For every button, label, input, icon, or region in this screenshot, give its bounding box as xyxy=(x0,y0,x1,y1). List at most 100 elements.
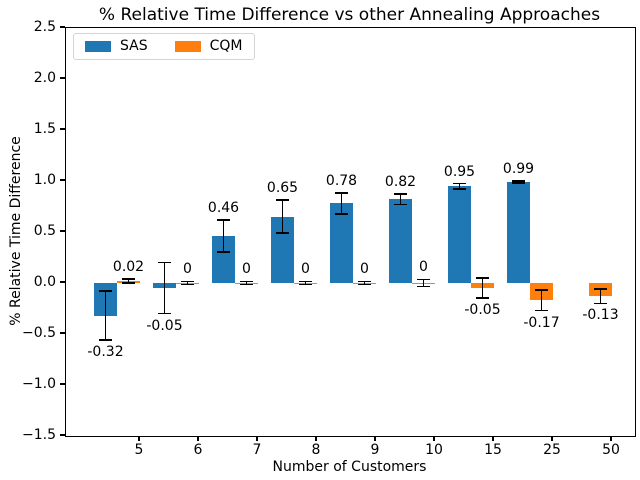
errorbar-cqm-50-cap-top xyxy=(594,288,607,291)
bar-sas-25 xyxy=(507,182,530,283)
y-tick-label-0.5: 0.5 xyxy=(33,222,56,239)
errorbar-cqm-7-cap-top xyxy=(240,280,253,283)
errorbar-cqm-25 xyxy=(540,290,543,311)
y-tick-label-1: 1.0 xyxy=(33,171,56,188)
errorbar-cqm-9-cap-top xyxy=(358,280,371,283)
errorbar-sas-25-cap-bottom xyxy=(512,182,525,184)
y-tick-mark-1.5 xyxy=(60,128,65,130)
errorbar-cqm-10 xyxy=(422,279,425,287)
errorbar-sas-25 xyxy=(517,181,520,184)
errorbar-sas-6-cap-top xyxy=(158,261,171,264)
errorbar-sas-5-cap-bottom xyxy=(99,339,112,342)
legend-entry-sas: SAS xyxy=(85,38,148,55)
y-tick-label-0: 0.0 xyxy=(33,273,56,290)
value-label-cqm-7: 0 xyxy=(242,261,251,278)
y-tick-mark-0 xyxy=(60,281,65,283)
errorbar-sas-25-cap-top xyxy=(512,180,525,182)
value-label-cqm-10: 0 xyxy=(419,259,428,276)
errorbar-cqm-7 xyxy=(245,281,248,285)
bar-sas-7 xyxy=(212,236,235,283)
x-tick-label-9: 9 xyxy=(370,442,380,458)
legend-entry-cqm: CQM xyxy=(174,38,243,55)
errorbar-cqm-6 xyxy=(186,281,189,285)
errorbar-cqm-10-cap-bottom xyxy=(417,285,430,288)
y-tick-label-2.5: 2.5 xyxy=(33,18,56,35)
errorbar-cqm-9 xyxy=(363,281,366,285)
x-tick-mark-10 xyxy=(433,436,435,441)
value-label-cqm-8: 0 xyxy=(301,261,310,278)
y-tick-mark-1 xyxy=(60,179,65,181)
value-label-sas-8: 0.65 xyxy=(266,180,299,197)
y-tick-label--1.5: −1.5 xyxy=(22,426,56,443)
x-tick-label-15: 15 xyxy=(484,442,502,458)
errorbar-cqm-15 xyxy=(481,277,484,299)
x-tick-mark-8 xyxy=(315,436,317,441)
value-label-sas-5: -0.32 xyxy=(87,344,124,361)
errorbar-sas-6-cap-bottom xyxy=(158,312,171,315)
errorbar-sas-10 xyxy=(399,194,402,205)
x-tick-label-7: 7 xyxy=(252,442,262,458)
value-label-cqm-50: -0.13 xyxy=(582,307,619,324)
y-tick-label-2: 2.0 xyxy=(33,69,56,86)
errorbar-cqm-50-cap-bottom xyxy=(594,302,607,305)
errorbar-cqm-25-cap-top xyxy=(535,289,548,292)
errorbar-sas-8-cap-bottom xyxy=(276,232,289,234)
x-axis-label: Number of Customers xyxy=(272,459,427,475)
y-tick-mark--0.5 xyxy=(60,332,65,334)
value-label-sas-9: 0.78 xyxy=(325,173,358,190)
errorbar-cqm-6-cap-top xyxy=(181,280,194,283)
errorbar-sas-15-cap-bottom xyxy=(453,187,466,190)
errorbar-cqm-50 xyxy=(599,289,602,304)
x-tick-label-6: 6 xyxy=(193,442,203,458)
x-tick-mark-6 xyxy=(197,436,199,441)
errorbar-sas-6 xyxy=(163,262,166,314)
errorbar-cqm-15-cap-bottom xyxy=(476,297,489,300)
errorbar-sas-5-cap-top xyxy=(99,290,112,293)
errorbar-cqm-9-cap-bottom xyxy=(358,283,371,286)
errorbar-sas-9 xyxy=(340,193,343,214)
value-label-cqm-15: -0.05 xyxy=(464,302,501,319)
x-tick-label-10: 10 xyxy=(425,442,443,458)
x-tick-mark-25 xyxy=(551,436,553,441)
errorbar-sas-15-cap-top xyxy=(453,182,466,185)
value-label-cqm-9: 0 xyxy=(360,261,369,278)
y-tick-mark--1 xyxy=(60,383,65,385)
errorbar-cqm-7-cap-bottom xyxy=(240,283,253,286)
x-tick-label-50: 50 xyxy=(602,442,620,458)
errorbar-sas-7 xyxy=(222,220,225,252)
errorbar-sas-15 xyxy=(458,183,461,189)
y-tick-mark-0.5 xyxy=(60,230,65,232)
errorbar-sas-7-cap-top xyxy=(217,219,230,222)
errorbar-cqm-8-cap-top xyxy=(299,280,312,283)
value-label-sas-6: -0.05 xyxy=(146,317,183,334)
x-tick-mark-7 xyxy=(256,436,258,441)
errorbar-cqm-6-cap-bottom xyxy=(181,283,194,286)
bar-sas-10 xyxy=(389,199,412,283)
value-label-sas-7: 0.46 xyxy=(207,200,240,217)
errorbar-cqm-25-cap-bottom xyxy=(535,309,548,312)
y-tick-mark-2.5 xyxy=(60,26,65,28)
value-label-sas-10: 0.82 xyxy=(384,174,417,191)
x-tick-mark-50 xyxy=(610,436,612,441)
errorbar-sas-10-cap-top xyxy=(394,193,407,196)
errorbar-cqm-15-cap-top xyxy=(476,277,489,279)
legend: SAS CQM xyxy=(73,33,255,60)
errorbar-sas-7-cap-bottom xyxy=(217,250,230,253)
y-tick-mark-2 xyxy=(60,77,65,79)
y-tick-mark--1.5 xyxy=(60,434,65,436)
x-tick-mark-5 xyxy=(138,436,140,441)
x-tick-label-8: 8 xyxy=(311,442,321,458)
errorbar-cqm-5-cap-bottom xyxy=(122,282,135,284)
y-tick-label-1.5: 1.5 xyxy=(33,120,56,137)
errorbar-cqm-10-cap-top xyxy=(417,278,430,281)
legend-swatch-cqm xyxy=(174,41,201,52)
value-label-cqm-5: 0.02 xyxy=(112,258,145,275)
errorbar-cqm-8-cap-bottom xyxy=(299,283,312,286)
errorbar-sas-9-cap-bottom xyxy=(335,212,348,215)
errorbar-cqm-5 xyxy=(127,278,130,283)
errorbar-sas-10-cap-bottom xyxy=(394,203,407,206)
errorbar-cqm-8 xyxy=(304,281,307,285)
value-label-cqm-6: 0 xyxy=(183,261,192,278)
bar-sas-15 xyxy=(448,186,471,283)
